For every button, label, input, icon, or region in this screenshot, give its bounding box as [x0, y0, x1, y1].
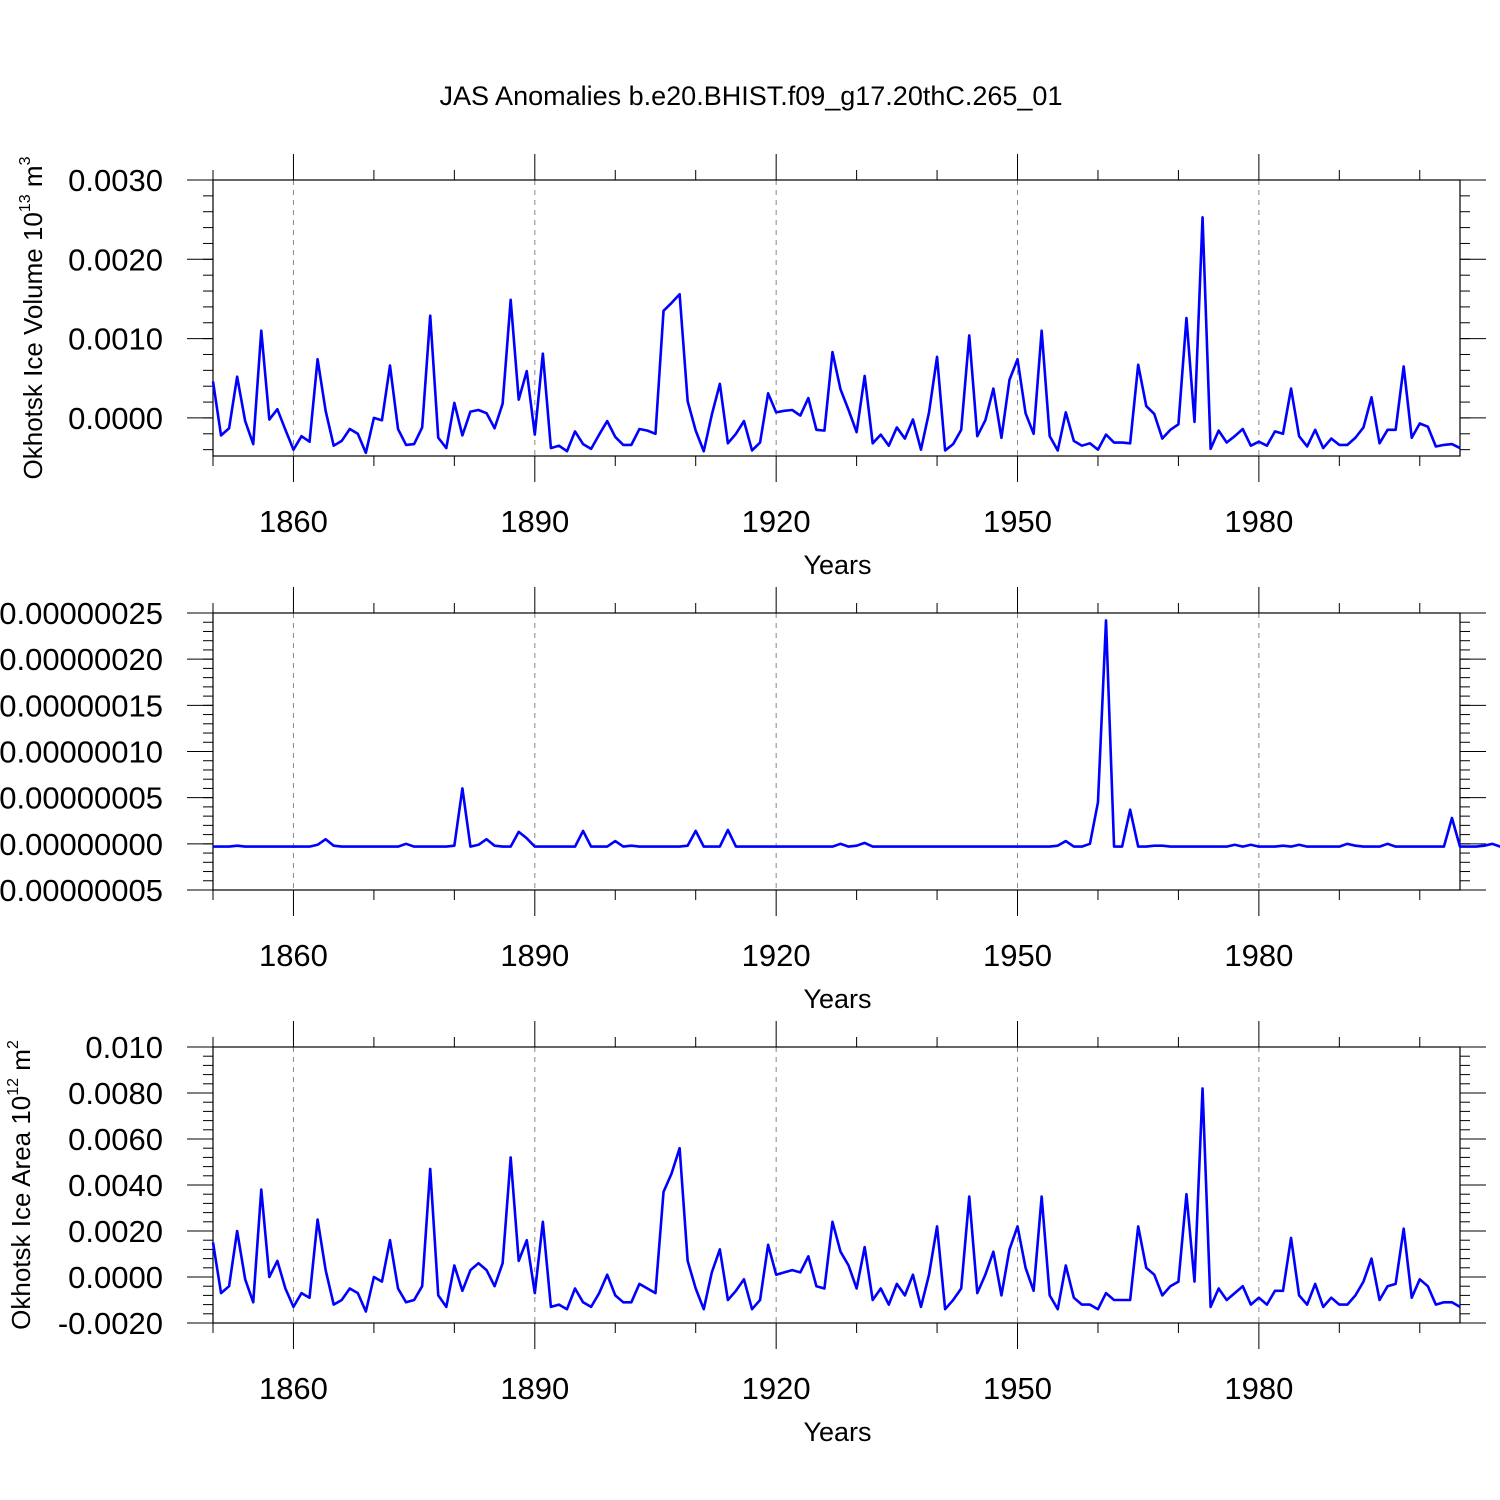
y-tick-label: 0.0020 [68, 1214, 163, 1249]
y-tick-label: 0.0080 [68, 1076, 163, 1111]
series-line [213, 619, 1500, 848]
plot-frame [212, 179, 1461, 457]
y-tick-label: 0.0000 [68, 1260, 163, 1295]
y-tick-label: -0.00000005 [0, 873, 163, 908]
x-tick-label: 1920 [742, 1371, 811, 1406]
x-axis-label: Years [803, 550, 871, 580]
y-tick-label: 0.0040 [68, 1168, 163, 1203]
x-tick-label: 1980 [1224, 938, 1293, 973]
x-tick-label: 1980 [1224, 1371, 1293, 1406]
x-tick-label: 1950 [983, 1371, 1052, 1406]
y-tick-label: 0.0030 [68, 163, 163, 198]
x-tick-label: 1890 [500, 504, 569, 539]
y-tick-label: 0.0010 [68, 322, 163, 357]
plot-frame [212, 612, 1461, 891]
x-tick-label: 1890 [500, 938, 569, 973]
plot-frame [212, 1046, 1461, 1324]
y-tick-label: 0.00000010 [0, 735, 163, 770]
x-tick-label: 1950 [983, 938, 1052, 973]
y-tick-label: 0.00000015 [0, 688, 163, 723]
y-tick-label: 0.0060 [68, 1122, 163, 1157]
y-tick-label: 0.00000020 [0, 642, 163, 677]
y-tick-label: -0.0020 [58, 1306, 163, 1341]
x-tick-label: 1950 [983, 504, 1052, 539]
y-tick-label: 0.00000000 [0, 827, 163, 862]
x-tick-label: 1920 [742, 938, 811, 973]
x-tick-label: 1890 [500, 1371, 569, 1406]
y-tick-label: 0.010 [85, 1030, 163, 1065]
panel-ice-volume: 1860 1890 1920 1950 1980 Years 0.0000 0.0010 0.0… [17, 154, 1486, 580]
x-axis-label: Years [803, 1417, 871, 1447]
figure-title: JAS Anomalies b.e20.BHIST.f09_g17.20thC.… [440, 81, 1063, 111]
x-axis-label: Years [803, 984, 871, 1014]
x-tick-label: 1860 [259, 504, 328, 539]
x-tick-label: 1860 [259, 938, 328, 973]
y-tick-label: 0.0000 [68, 401, 163, 436]
y-axis-label: Okhotsk Ice Area 1012 m2 [5, 1040, 36, 1330]
y-axis-label: Okhotsk Ice Volume 1013 m3 [17, 156, 48, 479]
series-line [211, 215, 1461, 455]
y-tick-label: 0.0020 [68, 242, 163, 277]
panel-middle: 1860 1890 1920 1950 1980 Years -0.00000005 0.00… [0, 587, 1500, 1014]
x-tick-label: 1920 [742, 504, 811, 539]
y-tick-label: 0.00000005 [0, 781, 163, 816]
x-tick-label: 1860 [259, 1371, 328, 1406]
series-line [211, 1087, 1461, 1313]
x-tick-label: 1980 [1224, 504, 1293, 539]
y-tick-label: 0.00000025 [0, 596, 163, 631]
panel-ice-area: 1860 1890 1920 1950 1980 Years -0.0020 0.0000 0.… [5, 1021, 1486, 1447]
